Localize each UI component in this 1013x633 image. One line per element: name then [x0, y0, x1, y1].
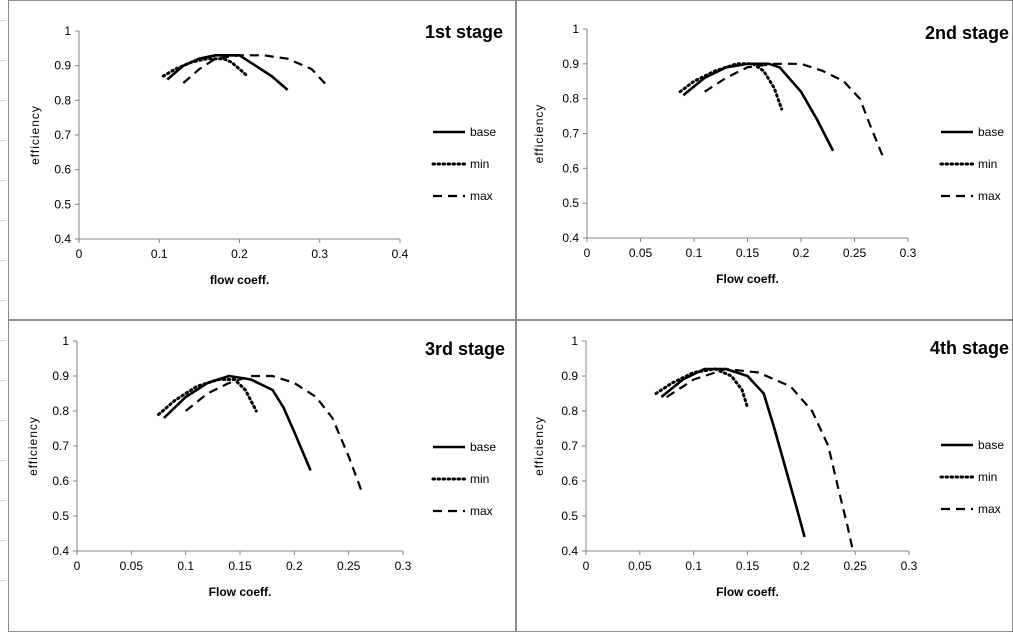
chart-title: 2nd stage	[925, 23, 1009, 43]
chart-svg: 0.4 0.5 0.6 0.7 0.8 0.9 1 0 0.05 0.1 0.15 0.2 0.25 0.…	[532, 334, 1009, 599]
x-tick-label: 0.3	[395, 559, 412, 573]
y-tick-label: 0.9	[52, 369, 69, 383]
x-axis-title: flow coeff.	[210, 273, 269, 287]
x-axis-title: Flow coeff.	[209, 585, 272, 599]
legend-label-min: min	[978, 470, 997, 484]
x-tick-label: 0.1	[151, 247, 168, 261]
chart-svg: 0.4 0.5 0.6 0.7 0.8 0.9 1 0 0.1 0.2 0.3 0.4 flow coe…	[28, 22, 503, 287]
x-tick-label: 0.3	[900, 246, 917, 260]
x-tick-label: 0.2	[231, 247, 248, 261]
y-tick-label: 0.9	[562, 57, 579, 71]
series-line-base	[162, 374, 312, 472]
x-tick-label: 0.1	[177, 559, 194, 573]
chart-svg: 0.4 0.5 0.6 0.7 0.8 0.9 1 0 0.05 0.1 0.15 0.2 0.25 0.…	[532, 22, 1009, 286]
x-tick-label: 0.05	[629, 246, 653, 260]
x-tick-label: 0.2	[793, 559, 810, 573]
y-tick-label: 0.4	[54, 232, 71, 246]
y-tick-label: 0.6	[54, 163, 71, 177]
x-tick-label: 0.05	[628, 559, 652, 573]
x-tick-label: 0.2	[286, 559, 303, 573]
y-tick-label: 1	[64, 24, 71, 38]
legend-label-max: max	[470, 504, 493, 518]
series-line-max	[666, 367, 855, 552]
y-tick-label: 0.6	[562, 161, 579, 175]
y-tick-label: 1	[62, 334, 69, 348]
chart-panel-2nd-stage[interactable]: 0.4 0.5 0.6 0.7 0.8 0.9 1 0 0.05 0.1 0.15 0.2 0.25 0.…	[516, 0, 1013, 320]
series-line-base	[660, 367, 806, 538]
y-tick-label: 0.7	[562, 127, 579, 141]
y-axis-title: efficiency	[532, 416, 546, 476]
x-tick-label: 0.15	[736, 559, 760, 573]
y-axis-title: efficiency	[532, 104, 546, 164]
chart-svg: 0.4 0.5 0.6 0.7 0.8 0.9 1 0 0.05 0.1 0.15 0.2 0.25 0.…	[26, 334, 505, 599]
x-tick-label: 0.1	[686, 246, 703, 260]
y-tick-label: 0.4	[562, 231, 579, 245]
chart-panel-4th-stage[interactable]: 0.4 0.5 0.6 0.7 0.8 0.9 1 0 0.05 0.1 0.15 0.2 0.25 0.…	[516, 320, 1013, 632]
y-tick-label: 0.6	[52, 474, 69, 488]
x-tick-label: 0	[584, 246, 591, 260]
legend-label-max: max	[470, 189, 493, 203]
x-axis-title: Flow coeff.	[716, 585, 779, 599]
chart-panel-1st-stage[interactable]: 0.4 0.5 0.6 0.7 0.8 0.9 1 0 0.1 0.2 0.3 0.4 flow coe…	[8, 0, 516, 320]
y-tick-label: 0.7	[52, 439, 69, 453]
y-tick-label: 1	[572, 22, 579, 36]
x-tick-label: 0.25	[843, 246, 867, 260]
x-tick-label: 0.3	[311, 247, 328, 261]
y-tick-label: 0.5	[562, 196, 579, 210]
x-tick-label: 0.2	[793, 246, 810, 260]
y-tick-label: 0.8	[54, 93, 71, 107]
y-tick-label: 0.5	[54, 197, 71, 211]
x-tick-label: 0.15	[228, 559, 252, 573]
y-axis-title: efficiency	[28, 105, 42, 165]
y-axis-title: efficiency	[26, 416, 40, 476]
y-tick-label: 0.4	[561, 544, 578, 558]
legend-label-max: max	[978, 502, 1001, 516]
series-line-base	[682, 62, 835, 152]
y-tick-label: 1	[571, 334, 578, 348]
chart-title: 4th stage	[930, 338, 1009, 358]
x-tick-label: 0.25	[337, 559, 361, 573]
series-line-max	[185, 374, 363, 492]
series-line-min	[678, 62, 784, 111]
x-tick-label: 0.05	[120, 559, 144, 573]
legend-label-min: min	[978, 157, 997, 171]
legend-label-base: base	[978, 125, 1004, 139]
x-tick-label: 0	[76, 247, 83, 261]
x-axis-title: Flow coeff.	[716, 272, 779, 286]
series-line-min	[654, 367, 749, 409]
y-tick-label: 0.8	[561, 404, 578, 418]
series-line-max	[182, 54, 329, 88]
legend-label-base: base	[470, 440, 496, 454]
chart-title: 1st stage	[425, 22, 503, 42]
y-tick-label: 0.8	[52, 404, 69, 418]
x-tick-label: 0.4	[392, 247, 409, 261]
legend-label-min: min	[470, 157, 489, 171]
y-tick-label: 0.9	[561, 369, 578, 383]
series-line-base	[166, 53, 289, 91]
y-tick-label: 0.8	[562, 92, 579, 106]
series-line-min	[161, 57, 249, 78]
x-tick-label: 0.3	[901, 559, 918, 573]
chart-title: 3rd stage	[425, 339, 505, 359]
x-tick-label: 0.1	[685, 559, 702, 573]
x-tick-label: 0.15	[736, 246, 760, 260]
x-tick-label: 0	[583, 559, 590, 573]
legend-label-base: base	[978, 438, 1004, 452]
y-tick-label: 0.5	[52, 509, 69, 523]
y-tick-label: 0.7	[54, 128, 71, 142]
y-tick-label: 0.5	[561, 509, 578, 523]
series-line-min	[157, 378, 258, 416]
x-tick-label: 0.25	[843, 559, 867, 573]
legend-label-max: max	[978, 189, 1001, 203]
y-tick-label: 0.9	[54, 59, 71, 73]
y-tick-label: 0.6	[561, 474, 578, 488]
x-tick-label: 0	[74, 559, 81, 573]
legend-label-min: min	[470, 472, 489, 486]
y-tick-label: 0.7	[561, 439, 578, 453]
chart-panel-3rd-stage[interactable]: 0.4 0.5 0.6 0.7 0.8 0.9 1 0 0.05 0.1 0.15 0.2 0.25 0.…	[8, 320, 516, 632]
y-tick-label: 0.4	[52, 544, 69, 558]
series-line-max	[704, 62, 885, 159]
legend-label-base: base	[470, 125, 496, 139]
